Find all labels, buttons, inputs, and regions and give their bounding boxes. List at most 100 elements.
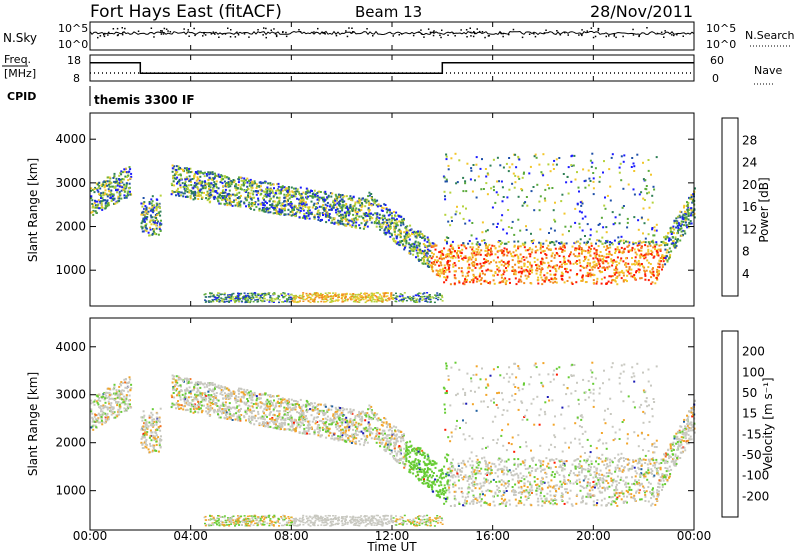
power-cell — [645, 269, 648, 272]
power-cell — [269, 295, 272, 297]
power-cell — [128, 170, 131, 173]
power-cell — [585, 274, 588, 277]
power-cell — [468, 219, 471, 222]
power-cell — [237, 297, 240, 300]
power-cell — [250, 298, 253, 300]
power-cell — [326, 196, 329, 199]
power-cell — [597, 261, 600, 264]
power-cell — [447, 260, 450, 263]
power-cell — [480, 188, 483, 191]
power-cell — [523, 171, 525, 174]
velocity-cell — [500, 483, 503, 486]
power-cell — [667, 232, 670, 234]
power-cell — [419, 248, 422, 251]
power-cell — [319, 191, 322, 193]
power-cell — [551, 252, 554, 255]
velocity-cell — [358, 410, 361, 413]
power-cell — [633, 248, 636, 251]
noise-point — [578, 34, 580, 36]
power-cell — [344, 223, 347, 226]
power-cell — [422, 262, 425, 265]
power-cell — [647, 241, 650, 244]
power-cell — [413, 297, 416, 299]
power-cell — [453, 282, 456, 285]
power-cell — [614, 216, 617, 219]
power-cell — [280, 207, 283, 210]
power-cell — [227, 185, 230, 188]
power-cell — [217, 187, 220, 190]
power-cell — [266, 299, 269, 301]
velocity-cell — [618, 376, 621, 379]
power-cell — [146, 211, 149, 214]
velocity-cell — [655, 365, 658, 368]
power-cell — [251, 293, 254, 296]
power-cell — [548, 187, 551, 190]
power-cell — [514, 270, 517, 273]
power-cell — [313, 298, 316, 300]
power-cell — [351, 294, 354, 297]
power-cell — [616, 256, 619, 259]
power-cell — [232, 179, 235, 181]
power-cell — [497, 249, 500, 252]
noise-point — [323, 32, 325, 34]
power-cell — [581, 250, 583, 253]
power-cell — [526, 270, 529, 273]
power-cell — [372, 203, 375, 206]
power-cell — [582, 249, 585, 252]
power-cell — [152, 228, 154, 231]
power-cell — [683, 204, 686, 207]
power-cell — [618, 274, 621, 277]
noise-point — [265, 36, 267, 39]
power-cell — [680, 230, 683, 233]
power-cell — [410, 297, 413, 299]
power-cell — [258, 185, 261, 187]
power-cell — [354, 217, 357, 219]
power-cell — [270, 188, 272, 191]
power-cell — [419, 296, 422, 298]
power-cell — [204, 180, 206, 183]
power-cell — [519, 245, 522, 248]
power-cell — [580, 248, 583, 251]
power-cell — [118, 199, 121, 202]
power-cell — [375, 292, 378, 294]
power-cell — [610, 275, 613, 278]
power-cell — [642, 178, 645, 181]
velocity-cell — [234, 399, 237, 402]
power-cell — [609, 246, 612, 249]
power-cell — [94, 204, 97, 207]
power-cell — [482, 272, 484, 275]
power-cell — [194, 181, 196, 184]
power-cell — [568, 230, 570, 233]
power-cell — [204, 183, 207, 186]
power-cell — [453, 274, 456, 277]
power-cell — [460, 251, 463, 254]
power-cell — [630, 249, 633, 252]
power-cell — [395, 218, 398, 221]
power-cell — [322, 214, 324, 216]
power-cell — [338, 214, 341, 217]
power-cell — [471, 269, 474, 272]
power-cell — [380, 226, 383, 228]
power-cell — [648, 191, 650, 194]
power-cell — [507, 170, 510, 173]
power-cell — [287, 186, 290, 188]
power-cell — [620, 277, 623, 280]
power-cell — [333, 202, 336, 205]
power-cell — [357, 293, 360, 296]
power-cell — [475, 248, 478, 251]
power-cell — [589, 272, 592, 275]
power-cell — [368, 209, 371, 211]
power-cell — [313, 189, 316, 192]
power-cell — [439, 255, 442, 258]
power-cell — [298, 198, 300, 201]
power-cell — [298, 211, 301, 214]
power-cell — [565, 270, 567, 273]
power-cell — [358, 201, 361, 203]
power-cell — [555, 277, 558, 280]
power-cell — [349, 296, 351, 299]
power-cell — [116, 184, 119, 187]
power-cell — [145, 230, 148, 232]
power-cell — [248, 292, 251, 295]
power-cell — [593, 252, 596, 255]
power-cell — [647, 266, 650, 269]
